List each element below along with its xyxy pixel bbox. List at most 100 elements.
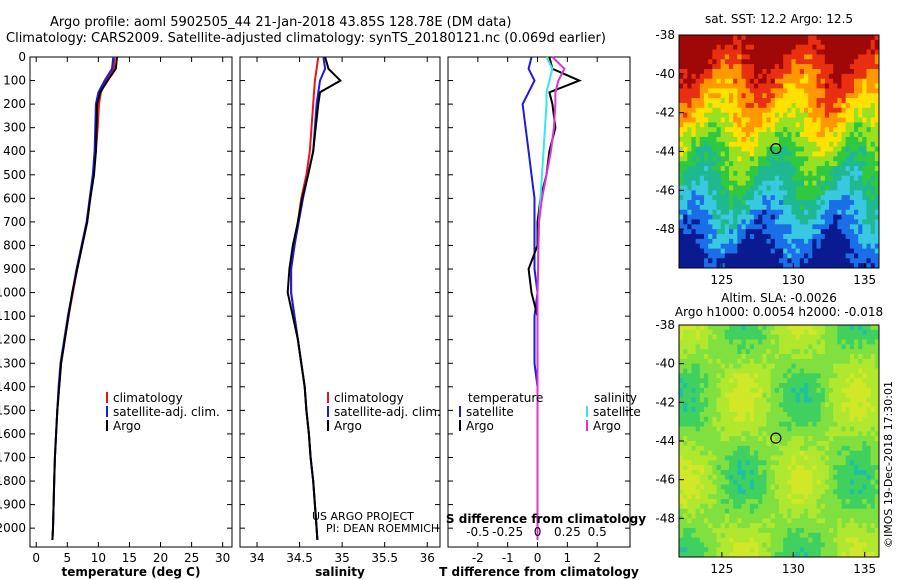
- sst_map-cell: [729, 44, 734, 50]
- sst_map-cell: [812, 122, 817, 128]
- sla_map-cell: [679, 358, 684, 365]
- sla_map-cell: [754, 334, 759, 340]
- sst_map-cell: [783, 243, 788, 249]
- sla_map-cell: [699, 334, 705, 340]
- sst_map-cell: [779, 248, 784, 254]
- sst_map-cell: [683, 68, 688, 75]
- sst_map-cell: [758, 190, 763, 196]
- sla_map-cell: [741, 392, 747, 398]
- sst_map-cell: [820, 73, 826, 80]
- sla_map-cell: [866, 383, 872, 389]
- sst_map-cell: [799, 151, 805, 157]
- sla_map-cell: [741, 542, 747, 548]
- sst_map-cell: [724, 64, 730, 70]
- sla_map-cell: [720, 465, 726, 471]
- sla_map-cell: [745, 392, 751, 398]
- sla_map-cell: [774, 441, 780, 447]
- sst_map-cell: [804, 175, 809, 182]
- sst_map-cell: [870, 180, 876, 186]
- sla_map-cell: [837, 349, 842, 355]
- sla_map-cell: [758, 470, 763, 476]
- sst_map-cell: [858, 107, 863, 114]
- sla_map-cell: [720, 373, 726, 379]
- sla_map-cell: [849, 523, 855, 529]
- sst_map-cell: [741, 258, 747, 264]
- sla_map-cell: [870, 489, 876, 495]
- sst_map-cell: [758, 229, 763, 235]
- sla_map-cell: [729, 358, 734, 365]
- sst_map-cell: [712, 156, 717, 162]
- sst_map-cell: [691, 258, 697, 264]
- sst_map-cell: [829, 73, 834, 80]
- sla_map-cell: [704, 518, 709, 524]
- sst_map-cell: [833, 204, 838, 211]
- sst_map-cell: [741, 127, 747, 133]
- sla_map-cell: [724, 354, 730, 360]
- sst_map-cell: [724, 204, 730, 211]
- sla_map-cell: [758, 489, 763, 495]
- sla_map-cell: [841, 465, 847, 471]
- sst_map-cell: [824, 112, 830, 118]
- sla_map-cell: [820, 455, 826, 461]
- sla_map-cell: [695, 373, 701, 379]
- sla_map-cell: [708, 416, 713, 423]
- sst_map-cell: [854, 180, 859, 186]
- sst_map-cell: [795, 44, 801, 50]
- sla_map-cell: [787, 325, 792, 331]
- sst_map-cell: [708, 136, 713, 143]
- sla_map-cell: [749, 412, 755, 418]
- sla_map-cell: [854, 537, 859, 543]
- sst_map-cell: [829, 132, 834, 138]
- sst_map-cell: [679, 146, 684, 152]
- sst_map-cell: [829, 141, 834, 148]
- sla_map-cell: [691, 407, 697, 413]
- sla_map-cell: [808, 450, 813, 456]
- sst_map-cell: [829, 59, 834, 65]
- sst_map-cell: [737, 238, 742, 245]
- sst_map-cell: [845, 39, 851, 46]
- sst_map-cell: [733, 141, 738, 148]
- sla_map-cell: [804, 349, 809, 355]
- sla_map-cell: [704, 494, 709, 500]
- sst_map-cell: [679, 195, 684, 201]
- sla_map-cell: [779, 402, 784, 408]
- sst_map-cell: [695, 64, 701, 70]
- sla_map-cell: [783, 523, 788, 529]
- sst_map-cell: [766, 258, 772, 264]
- sla_map-cell: [862, 513, 867, 519]
- sst_map-cell: [824, 238, 830, 245]
- sst_map-cell: [874, 117, 880, 123]
- sst_map-cell: [770, 170, 776, 177]
- sla_map-cell: [679, 523, 684, 529]
- sla_map-cell: [774, 329, 780, 336]
- sla_map-cell: [774, 412, 780, 418]
- sla_map-cell: [862, 387, 867, 394]
- sla_map-cell: [708, 499, 713, 505]
- sst_map-cell: [783, 98, 788, 104]
- sla_map-cell: [774, 460, 780, 466]
- sst_map-cell: [754, 54, 759, 60]
- sla_map-cell: [845, 542, 851, 548]
- sla_map-cell: [791, 339, 797, 345]
- sla_map-cell: [716, 441, 722, 447]
- sst_map-cell: [712, 127, 717, 133]
- sst_map-cell: [712, 209, 717, 215]
- sst_map-cell: [724, 49, 730, 55]
- sla_map-cell: [854, 329, 859, 336]
- sst_map-cell: [820, 204, 826, 211]
- sst_map-cell: [691, 127, 697, 133]
- sst_map-cell: [812, 78, 817, 84]
- sla_map-cell: [770, 537, 776, 543]
- sla_map-cell: [695, 455, 701, 461]
- sst_map-cell: [795, 98, 801, 104]
- sla_map-cell: [766, 368, 772, 374]
- sla_map-cell: [762, 528, 767, 534]
- sst_map-cell: [816, 49, 822, 55]
- sla_map-cell: [712, 412, 717, 418]
- sst_map-cell: [733, 78, 738, 84]
- sla_map-cell: [862, 358, 867, 365]
- sst_map-cell: [874, 64, 880, 70]
- sla_map-cell: [691, 421, 697, 427]
- sst_map-cell: [716, 200, 722, 206]
- sla_map-cell: [770, 489, 776, 495]
